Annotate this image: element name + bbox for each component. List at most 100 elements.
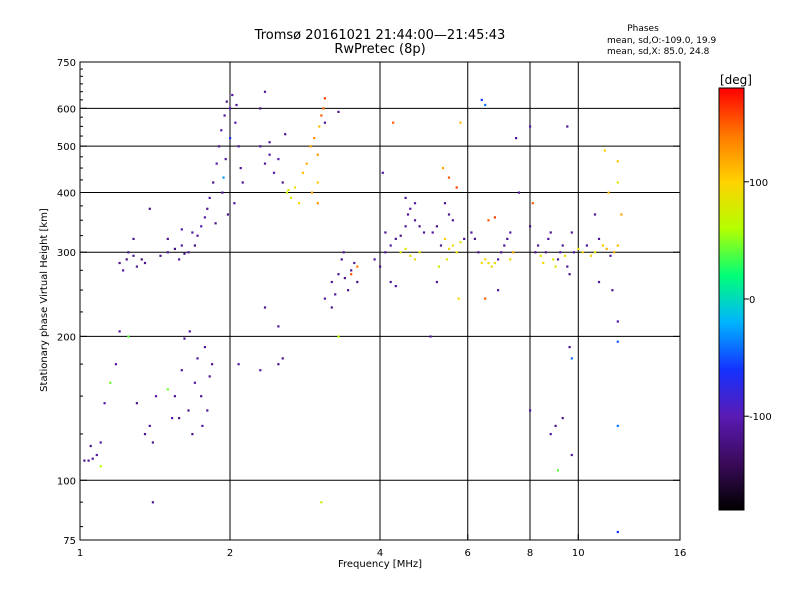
data-point [87, 459, 90, 462]
data-point [503, 244, 506, 247]
data-point [484, 103, 487, 107]
data-point [337, 110, 340, 113]
data-point [392, 121, 395, 124]
data-point [193, 381, 196, 384]
data-point [607, 191, 610, 194]
data-point [231, 93, 234, 97]
data-point [200, 395, 203, 398]
data-point [373, 258, 376, 261]
data-point [103, 402, 106, 405]
data-point [561, 244, 564, 247]
data-point [99, 465, 102, 468]
data-point [193, 244, 196, 247]
data-point [259, 107, 262, 110]
data-point [409, 254, 412, 257]
data-point [399, 251, 402, 254]
data-point [389, 280, 392, 284]
data-point [568, 346, 571, 349]
data-point [593, 213, 597, 216]
data-point [318, 125, 321, 128]
data-point [356, 280, 359, 284]
data-point [323, 97, 326, 100]
data-point [531, 202, 534, 205]
data-point [148, 424, 151, 427]
data-point [455, 186, 458, 189]
data-point [431, 231, 434, 234]
data-point [180, 369, 183, 372]
data-point [340, 258, 343, 261]
data-point [187, 251, 190, 254]
data-point [334, 293, 337, 296]
data-point [515, 137, 518, 140]
data-point [435, 280, 438, 284]
data-point [211, 363, 214, 366]
data-point [322, 107, 325, 110]
data-point [556, 258, 560, 261]
y-tick-label: 75 [63, 536, 76, 547]
data-point [337, 273, 340, 276]
data-point [554, 424, 557, 427]
data-point [616, 340, 619, 343]
data-point [459, 241, 462, 244]
data-point [95, 453, 98, 457]
data-point [320, 501, 323, 504]
data-point [577, 247, 580, 250]
data-point [477, 251, 480, 254]
scatter-points [83, 90, 623, 534]
colorbar-ticks: 100 0 -100 [744, 178, 772, 423]
data-point [118, 261, 121, 265]
data-point [350, 269, 353, 272]
data-point [143, 433, 147, 436]
data-point [151, 501, 154, 504]
data-point [445, 258, 449, 261]
data-point [122, 269, 125, 272]
data-point [463, 237, 466, 240]
y-axis-ticks: 75 100 200 300 400 500 600 750 [57, 58, 680, 547]
data-point [563, 254, 567, 257]
phase-info-x-mode: mean, sd,X: 85.0, 24.8 [607, 47, 710, 57]
data-point [203, 346, 206, 349]
x-tick-label: 6 [465, 548, 471, 559]
data-point [443, 237, 447, 240]
phase-info-label: Phases [627, 24, 659, 34]
data-point [429, 335, 432, 338]
data-point [229, 137, 232, 140]
data-point [585, 244, 588, 247]
data-point [180, 228, 183, 231]
data-point [293, 186, 297, 189]
data-point [143, 261, 147, 265]
data-point [281, 181, 284, 184]
data-point [605, 247, 608, 250]
data-point [208, 375, 211, 378]
data-point [529, 125, 532, 128]
data-point [222, 176, 225, 179]
data-point [277, 158, 280, 161]
data-point [413, 258, 417, 261]
data-point [418, 225, 421, 228]
grid-lines [80, 62, 680, 540]
data-point [208, 196, 211, 199]
data-point [320, 114, 323, 117]
data-point [418, 251, 421, 254]
data-point [616, 244, 619, 247]
x-tick-label: 8 [527, 548, 533, 559]
data-point [399, 234, 402, 237]
data-point [225, 100, 228, 103]
data-point [223, 114, 226, 117]
data-point [183, 337, 186, 340]
data-point [237, 145, 240, 148]
data-point [316, 153, 319, 156]
data-point [404, 247, 407, 250]
data-point [539, 254, 542, 257]
data-point [241, 181, 244, 184]
data-point [268, 153, 271, 156]
data-point [337, 335, 340, 338]
data-point [566, 265, 569, 268]
data-point [221, 191, 224, 194]
data-point [544, 251, 547, 254]
data-point [484, 297, 487, 300]
data-point [422, 231, 426, 234]
data-point [212, 181, 215, 184]
data-point [289, 196, 293, 199]
